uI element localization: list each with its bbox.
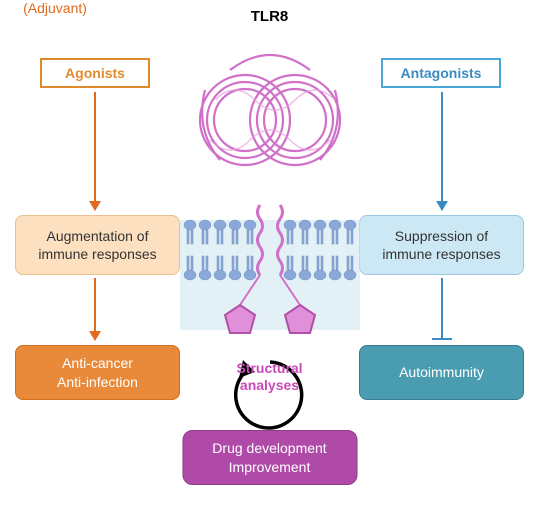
tbar-antagonist-bottom: [441, 278, 443, 340]
autoimmunity-box: Autoimmunity: [359, 345, 524, 400]
structural-analyses-label: Structural analyses: [225, 360, 315, 394]
tlr8-schematic: [175, 30, 365, 350]
drug-development-box: Drug developmentImprovement: [182, 430, 357, 485]
anticancer-box: Anti-cancerAnti-infection: [15, 345, 180, 400]
arrow-agonist-bottom: [94, 278, 96, 340]
augmentation-box: Augmentation of immune responses: [15, 215, 180, 275]
suppression-box: Suppression of immune responses: [359, 215, 524, 275]
antagonists-header: Antagonists: [381, 58, 501, 88]
arrow-antagonist-top: [441, 92, 443, 210]
page-title: TLR8: [251, 8, 289, 25]
adjuvant-label: (Adjuvant): [0, 0, 110, 16]
arrow-agonist-top: [94, 92, 96, 210]
agonists-header: Agonists: [40, 58, 150, 88]
